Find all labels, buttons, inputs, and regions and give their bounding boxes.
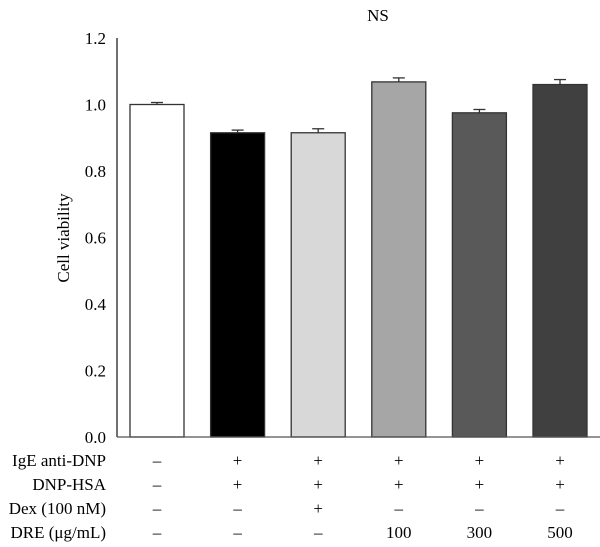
bar bbox=[129, 103, 185, 438]
treatment-cell: + bbox=[555, 451, 565, 470]
treatment-cell: + bbox=[233, 475, 243, 494]
treatment-cell: – bbox=[152, 523, 162, 542]
treatment-cell: + bbox=[475, 475, 485, 494]
bar bbox=[209, 132, 266, 438]
bar bbox=[290, 132, 346, 438]
treatment-cell: + bbox=[394, 475, 404, 494]
treatment-cell: 300 bbox=[467, 523, 493, 542]
treatment-cell: + bbox=[555, 475, 565, 494]
treatment-cell: – bbox=[152, 451, 162, 470]
bar bbox=[371, 81, 427, 438]
treatment-cell: + bbox=[233, 451, 243, 470]
bar bbox=[451, 112, 508, 438]
y-tick-label: 0.2 bbox=[85, 362, 106, 381]
y-tick-label: 0.8 bbox=[85, 162, 106, 181]
treatment-cell: 100 bbox=[386, 523, 412, 542]
bar bbox=[532, 83, 588, 438]
treatment-cell: – bbox=[394, 499, 404, 518]
treatment-cell: – bbox=[152, 499, 162, 518]
y-axis-label: Cell viability bbox=[54, 193, 73, 283]
y-tick-label: 1.0 bbox=[85, 96, 106, 115]
bars bbox=[129, 81, 588, 438]
treatment-cell: + bbox=[313, 499, 323, 518]
treatment-cell: – bbox=[555, 499, 565, 518]
treatment-cell: + bbox=[313, 451, 323, 470]
treatment-cell: – bbox=[474, 499, 484, 518]
treatment-row-label: Dex (100 nM) bbox=[9, 499, 106, 518]
chart-title: NS bbox=[367, 6, 389, 25]
treatment-row-label: DNP-HSA bbox=[32, 475, 106, 494]
treatment-table: IgE anti-DNP – + + + + + DNP-HSA – + + + + + Dex (100 … bbox=[9, 451, 573, 542]
y-tick-label: 0.0 bbox=[85, 428, 106, 447]
y-tick-label: 0.4 bbox=[85, 295, 107, 314]
y-ticks: 0.0 0.2 0.4 0.6 0.8 1.0 1.2 bbox=[85, 29, 107, 447]
treatment-row-label: IgE anti-DNP bbox=[12, 451, 106, 470]
error-bars bbox=[151, 77, 566, 133]
treatment-cell: – bbox=[313, 523, 323, 542]
y-tick-label: 1.2 bbox=[85, 29, 106, 48]
treatment-cell: 500 bbox=[547, 523, 573, 542]
y-tick-label: 0.6 bbox=[85, 229, 106, 248]
treatment-cell: + bbox=[313, 475, 323, 494]
treatment-cell: – bbox=[232, 499, 242, 518]
treatment-cell: – bbox=[232, 523, 242, 542]
treatment-cell: + bbox=[475, 451, 485, 470]
treatment-cell: + bbox=[394, 451, 404, 470]
treatment-cell: – bbox=[152, 475, 162, 494]
treatment-row-label: DRE (μg/mL) bbox=[10, 523, 106, 542]
